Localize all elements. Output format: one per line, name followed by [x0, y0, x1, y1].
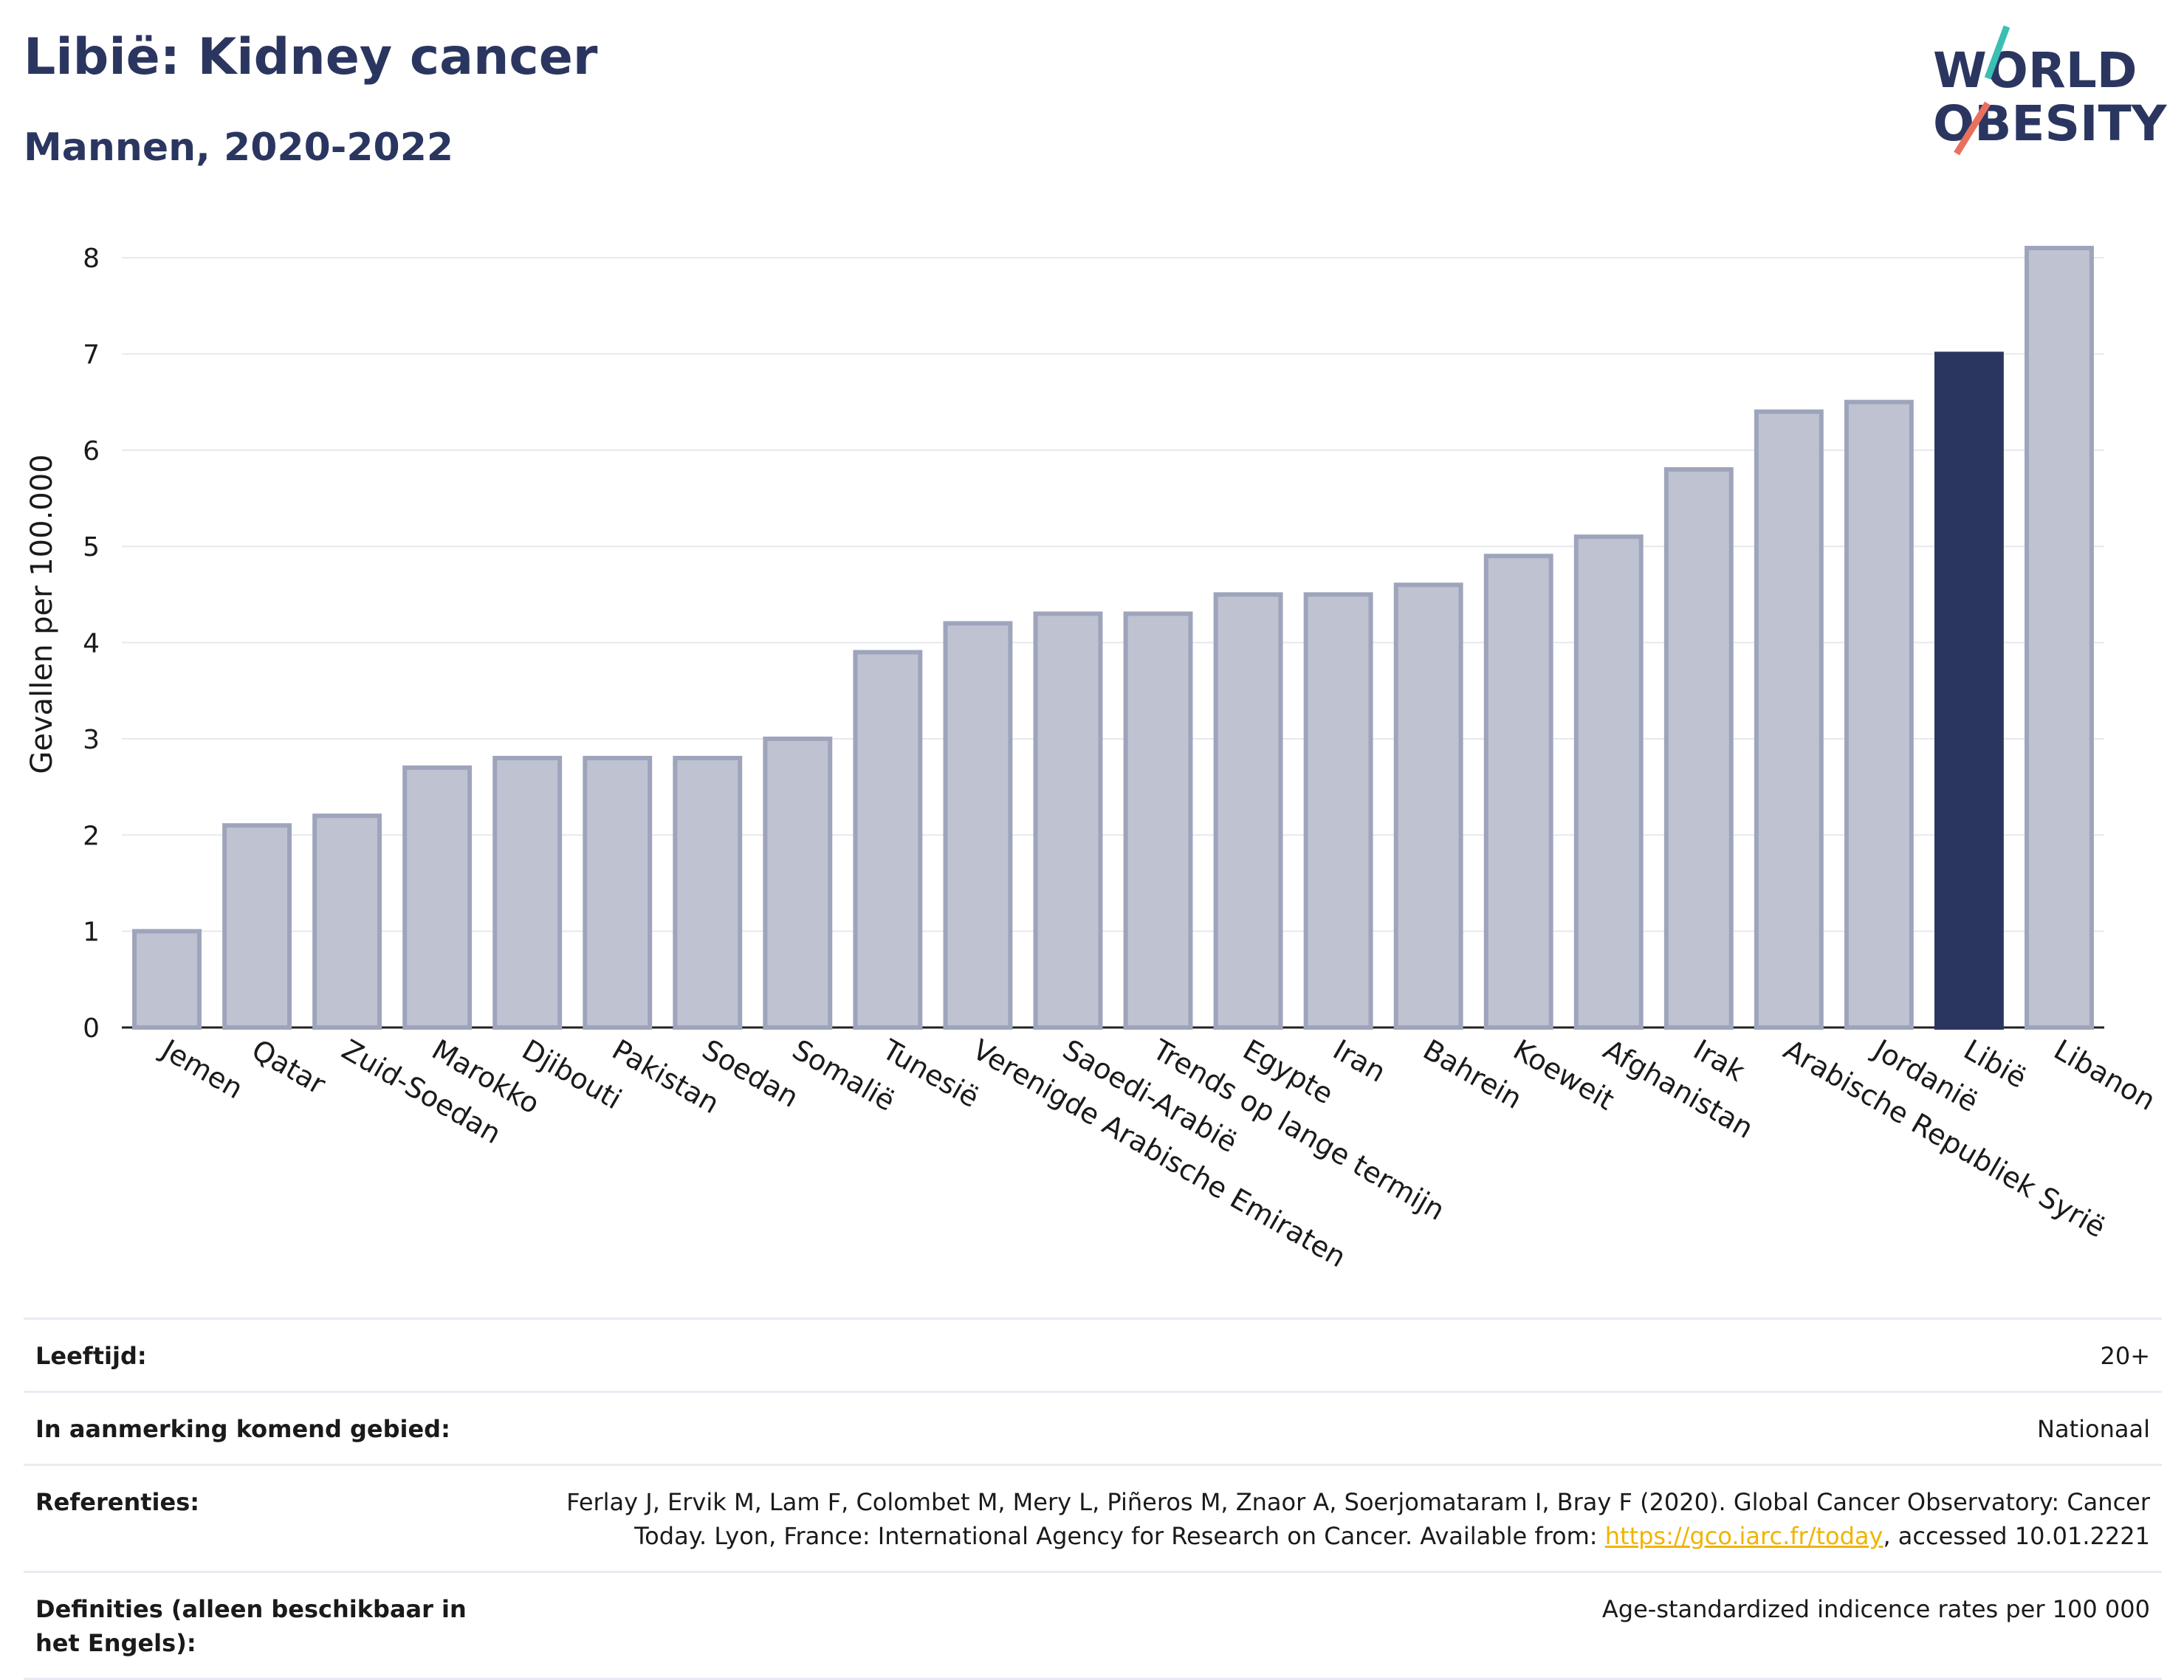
reference-link[interactable]: https://gco.iarc.fr/today: [1604, 1522, 1883, 1550]
meta-value: Age-standardized indicence rates per 100…: [1601, 1595, 2150, 1623]
bar-soedan[interactable]: [673, 755, 743, 1030]
metadata-table: Leeftijd: 20+ In aanmerking komend gebie…: [24, 1318, 2162, 1680]
logo-line-2: OBESITY: [1933, 95, 2168, 152]
y-tick-label: 7: [83, 340, 100, 370]
bar-koeweit[interactable]: [1483, 554, 1553, 1030]
bar-iran[interactable]: [1303, 592, 1373, 1030]
page-subtitle: Mannen, 2020-2022: [24, 125, 454, 170]
x-tick-label: Koeweit: [1508, 1033, 1620, 1117]
meta-label: Definities (alleen beschikbaar in het En…: [35, 1595, 467, 1657]
meta-label: Leeftijd:: [35, 1342, 147, 1370]
meta-row-area: In aanmerking komend gebied: Nationaal: [24, 1391, 2162, 1464]
y-tick-label: 0: [83, 1013, 100, 1044]
bar-jemen[interactable]: [132, 929, 202, 1030]
bar-libi-[interactable]: [1934, 351, 2004, 1030]
logo-slash-top: [1984, 25, 2010, 80]
x-tick-label: Iran: [1328, 1033, 1391, 1089]
y-tick-label: 4: [83, 629, 100, 659]
reference-text: Ferlay J, Ervik M, Lam F, Colombet M, Me…: [566, 1488, 2150, 1550]
y-tick-label: 1: [83, 918, 100, 948]
x-tick-label: Bahrein: [1418, 1033, 1528, 1115]
x-tick-label: Irak: [1688, 1033, 1750, 1088]
meta-label: In aanmerking komend gebied:: [35, 1415, 450, 1443]
meta-value: 20+: [2100, 1342, 2150, 1370]
world-obesity-logo[interactable]: WORLD OBESITY: [1920, 22, 2171, 162]
bar-zuid-soedan[interactable]: [312, 813, 382, 1030]
reference-accessed: , accessed 10.01.2221: [1883, 1522, 2150, 1550]
bars: [132, 246, 2094, 1030]
bar-egypte[interactable]: [1213, 592, 1283, 1030]
bar-bahrein[interactable]: [1393, 582, 1463, 1030]
bar-tunesi-[interactable]: [853, 650, 923, 1030]
bar-verenigde-arabische-emiraten[interactable]: [943, 621, 1013, 1030]
meta-value: Nationaal: [2037, 1415, 2150, 1443]
page-title: Libië: Kidney cancer: [24, 28, 598, 86]
bar-pakistan[interactable]: [583, 755, 653, 1030]
bar-saoedi-arabi-[interactable]: [1033, 611, 1103, 1030]
y-tick-label: 8: [83, 244, 100, 274]
bar-afghanistan[interactable]: [1573, 534, 1644, 1030]
bar-trends-op-lange-termijn[interactable]: [1123, 611, 1193, 1030]
meta-row-references: Referenties: Ferlay J, Ervik M, Lam F, C…: [24, 1464, 2162, 1571]
meta-label: Referenties:: [35, 1488, 200, 1516]
logo-slash-bottom: [1954, 101, 1991, 156]
y-tick-labels: 0 1 2 3 4 5 6 7 8: [83, 244, 100, 1044]
y-axis-label: Gevallen per 100.000: [25, 454, 59, 774]
y-tick-label: 2: [83, 821, 100, 851]
bar-djibouti[interactable]: [492, 755, 563, 1030]
bar-somali-[interactable]: [763, 736, 833, 1030]
bar-irak[interactable]: [1663, 467, 1734, 1030]
y-tick-label: 5: [83, 532, 100, 562]
bar-arabische-republiek-syri-[interactable]: [1754, 409, 1824, 1030]
logo-line-1: WORLD: [1933, 42, 2137, 99]
bar-jordani-[interactable]: [1844, 399, 1914, 1030]
y-tick-label: 6: [83, 436, 100, 467]
x-tick-label: Qatar: [247, 1033, 332, 1101]
bar-libanon[interactable]: [2025, 246, 2094, 1030]
y-tick-label: 3: [83, 725, 100, 755]
meta-row-age: Leeftijd: 20+: [24, 1318, 2162, 1391]
bar-qatar[interactable]: [222, 823, 292, 1030]
meta-value: Ferlay J, Ervik M, Lam F, Colombet M, Me…: [563, 1485, 2150, 1553]
bar-marokko[interactable]: [402, 765, 473, 1030]
meta-row-definitions: Definities (alleen beschikbaar in het En…: [24, 1571, 2162, 1680]
x-tick-label: Libanon: [2048, 1033, 2160, 1117]
x-tick-label: Somalië: [787, 1033, 901, 1118]
x-tick-label: Jemen: [155, 1033, 249, 1106]
